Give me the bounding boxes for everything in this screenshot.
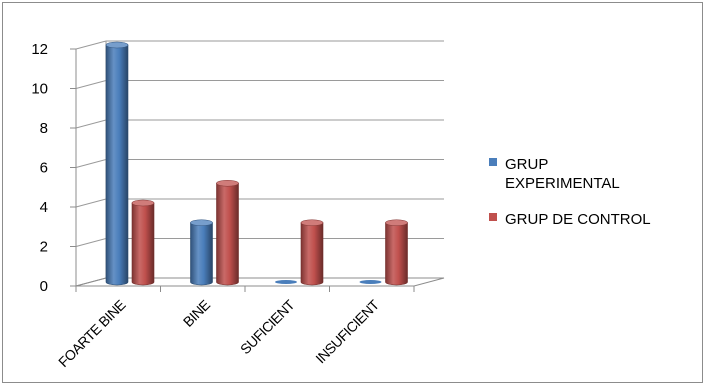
y-tick-label: 2 (40, 239, 48, 256)
y-tick-label: 10 (31, 81, 48, 98)
bar-top (131, 199, 155, 207)
bar (385, 222, 408, 286)
legend-swatch (489, 158, 497, 166)
bar-top (190, 219, 213, 227)
chart-floor (75, 277, 445, 287)
legend-swatch (489, 213, 497, 221)
x-category-label: SUFICIENT (237, 296, 298, 357)
bar (359, 280, 382, 284)
legend-label: EXPERIMENTAL (505, 175, 620, 192)
bar-top (105, 41, 129, 49)
gridline-side (75, 80, 107, 89)
gridline-side (75, 40, 107, 50)
bar (190, 222, 213, 286)
y-tick-label: 8 (40, 120, 48, 137)
legend-label: GRUP DE CONTROL (505, 211, 651, 228)
gridline-side (75, 198, 107, 208)
x-category-label: INSUFICIENT (312, 296, 382, 366)
x-category-label: FOARTE BINE (55, 297, 128, 370)
bar-top (385, 219, 408, 227)
gridline-side (75, 159, 107, 168)
legend-label: GRUP (505, 156, 548, 173)
bar-top (300, 219, 324, 227)
bar (105, 44, 129, 286)
x-category-label: BINE (180, 297, 213, 330)
y-tick-label: 4 (40, 199, 48, 216)
bar-top (216, 179, 239, 187)
bar (216, 182, 239, 286)
bar (275, 280, 297, 284)
bar (131, 202, 155, 286)
bar (300, 222, 324, 286)
y-tick-label: 12 (31, 41, 48, 58)
y-tick-label: 0 (40, 278, 48, 295)
gridline-side (75, 238, 107, 247)
gridline-side (75, 119, 107, 129)
y-tick-label: 6 (40, 160, 48, 177)
